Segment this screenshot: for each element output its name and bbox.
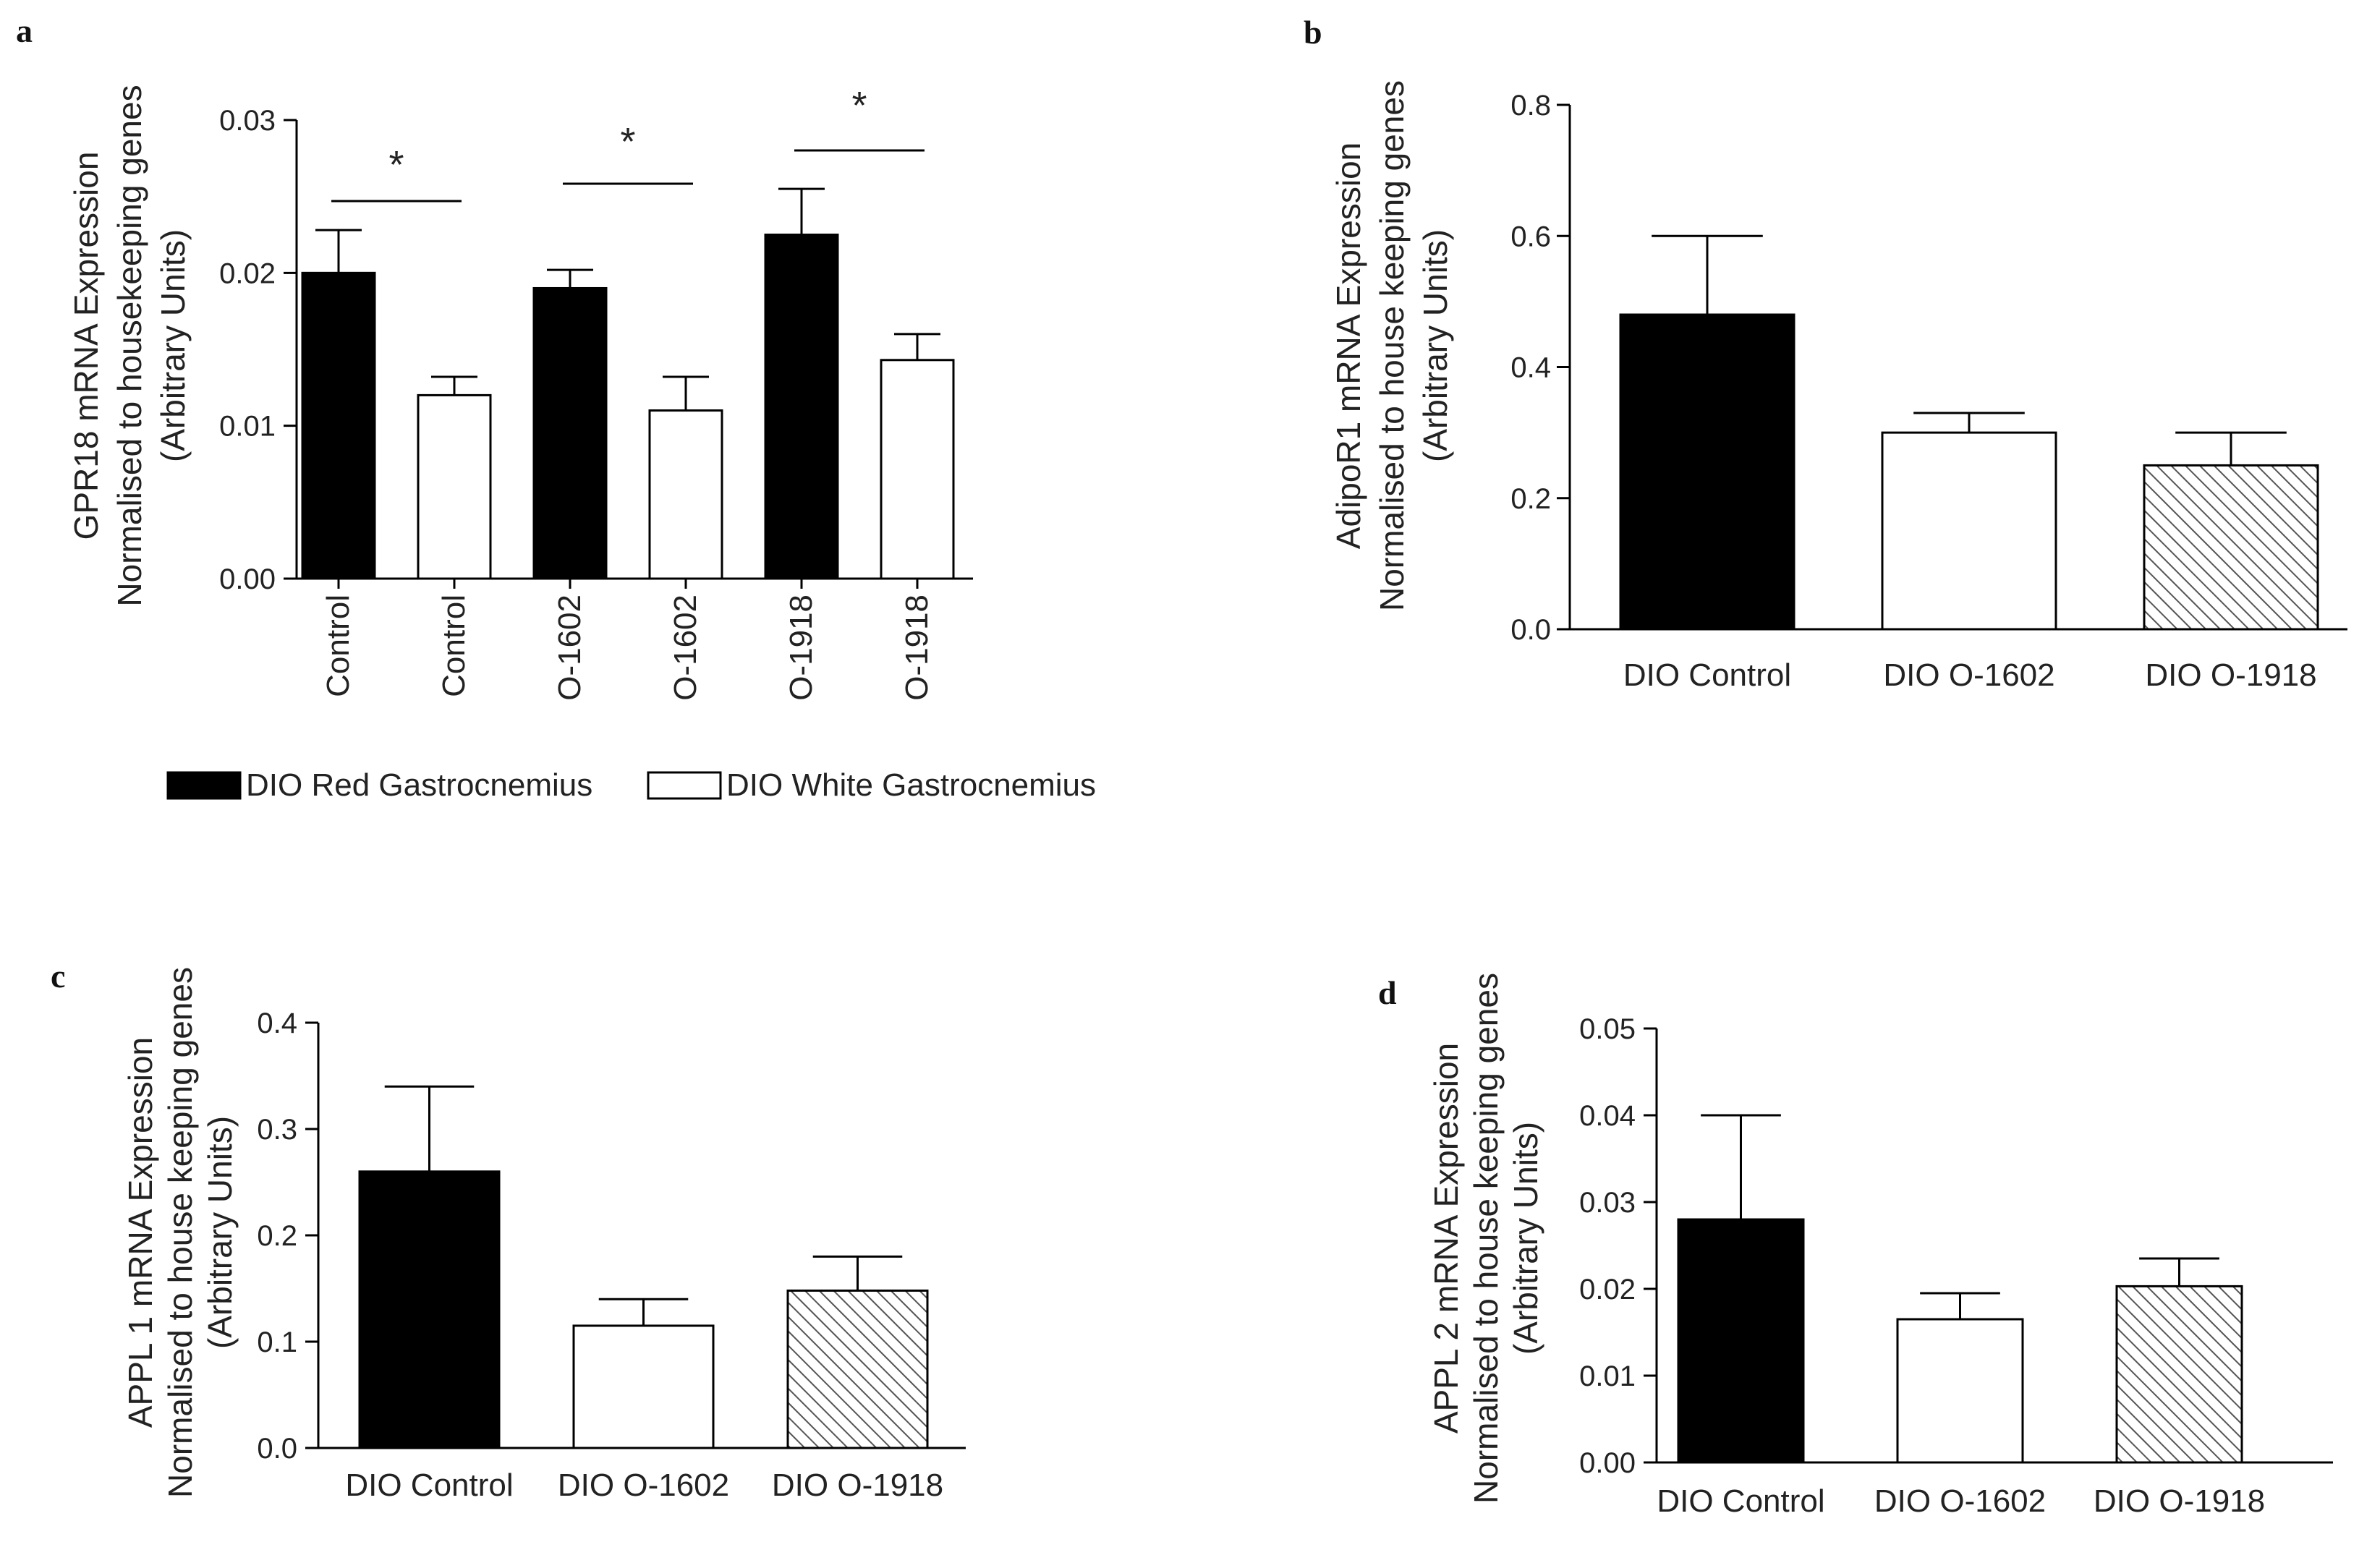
y-tick-label: 0.0 [1510,614,1551,646]
y-axis-label: Normalised to house keeping genes [1373,80,1411,611]
x-tick-label: O-1602 [552,595,587,701]
x-tick-label: DIO O-1602 [558,1468,729,1503]
x-tick-label: DIO Control [345,1468,513,1503]
bar-dio-o-1918 [2115,1285,2243,1464]
y-tick-label: 0.01 [219,411,276,443]
panel-d: d 0.00 0.01 0.02 0.03 0.04 0.05 APPL 2 mRNA Exp… [1378,973,2333,1519]
y-axis-label: APPL 1 mRNA Expression [122,1037,159,1428]
y-axis-label: (Arbitrary Units) [1416,229,1454,462]
y-tick-label: 0.4 [257,1008,297,1039]
bar-dio-o-1602 [572,1324,715,1449]
significance-star: * [851,84,867,127]
y-tick-label: 0.4 [1510,352,1551,384]
x-tick-label: DIO Control [1623,657,1791,693]
y-tick-label: 0.2 [1510,483,1551,515]
panel-letter: b [1304,14,1322,51]
y-tick-label: 0.0 [257,1433,297,1465]
legend-swatch [647,771,722,800]
x-tick-label: DIO O-1918 [2094,1483,2265,1519]
y-axis-label: APPL 2 mRNA Expression [1427,1043,1465,1434]
bar-control [417,393,492,580]
y-tick-label: 0.01 [1579,1360,1636,1392]
y-tick-label: 0.02 [1579,1274,1636,1305]
y-axis-label: Normalised to house keeping genes [161,967,199,1498]
y-tick-label: 0.00 [1579,1447,1636,1479]
x-tick-label: O-1918 [783,595,819,701]
bar-dio-o-1918 [2143,464,2319,631]
y-axis-label: (Arbitrary Units) [201,1116,239,1349]
bar-o-1918 [764,234,839,580]
significance-star: * [388,143,404,187]
y-axis-label: (Arbitrary Units) [1507,1122,1544,1355]
panel-a: a 0.00 0.01 0.02 0.03 GPR18 mRNA Expression No… [16,12,1096,803]
y-tick-label: 0.03 [219,105,276,137]
legend-label: DIO White Gastrocnemius [726,767,1096,803]
y-tick-label: 0.1 [257,1326,297,1358]
bar-dio-o-1602 [1881,431,2057,631]
y-tick-label: 0.04 [1579,1100,1636,1132]
bar-dio-o-1918 [786,1289,929,1449]
y-tick-label: 0.02 [219,257,276,289]
significance-star: * [620,120,635,163]
y-tick-label: 0.8 [1510,90,1551,122]
bar-dio-o-1602 [1896,1318,2024,1464]
panel-letter: a [16,12,33,49]
bar-o-1602 [532,286,608,580]
y-axis-label: AdipoR1 mRNA Expression [1330,142,1367,549]
y-tick-label: 0.3 [257,1114,297,1146]
y-axis-label: GPR18 mRNA Expression [67,152,105,540]
panel-letter: d [1378,974,1397,1011]
x-tick-label: DIO O-1602 [1883,657,2054,693]
x-tick-label: Control [320,595,356,697]
panel-c: c 0.0 0.1 0.2 0.3 0.4 APPL 1 mRNA Expression No… [51,958,966,1503]
y-tick-label: 0.00 [219,563,276,595]
y-tick-label: 0.03 [1579,1187,1636,1219]
x-tick-label: DIO O-1602 [1874,1483,2046,1519]
legend-label: DIO Red Gastrocnemius [246,767,592,803]
y-tick-label: 0.2 [257,1220,297,1252]
x-tick-label: O-1918 [899,595,935,701]
y-axis-label: Normalised to house keeping genes [1467,973,1505,1504]
y-tick-label: 0.6 [1510,221,1551,252]
bar-o-1602 [648,409,723,580]
x-tick-label: DIO Control [1657,1483,1824,1519]
legend-swatch [166,771,242,800]
x-tick-label: DIO O-1918 [2145,657,2316,693]
x-tick-label: O-1602 [668,595,703,701]
panel-b: b 0.0 0.2 0.4 0.6 0.8 AdipoR1 mRNA Expression N… [1304,14,2347,693]
bar-dio-control [1619,313,1795,631]
panel-letter: c [51,958,65,994]
bar-control [301,271,376,580]
y-axis-label: Normalised to housekeeping genes [111,85,148,606]
bar-dio-control [1677,1218,1805,1464]
bar-o-1918 [880,359,955,580]
x-tick-label: DIO O-1918 [772,1468,943,1503]
bar-dio-control [358,1170,501,1449]
y-tick-label: 0.05 [1579,1013,1636,1045]
x-tick-label: Control [436,595,472,697]
y-axis-label: (Arbitrary Units) [154,229,192,462]
